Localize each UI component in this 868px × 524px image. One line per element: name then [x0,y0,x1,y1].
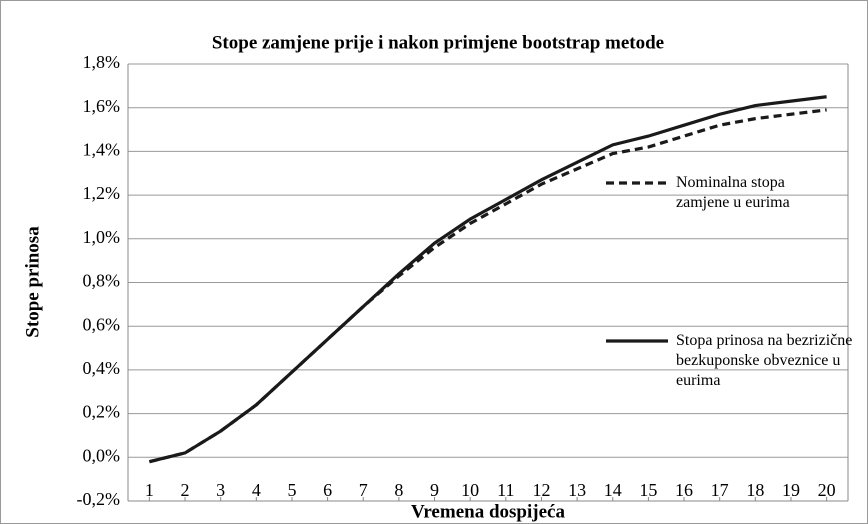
y-tick-label: 0,0% [83,445,121,465]
y-tick-label: 1,4% [83,140,121,160]
y-tick-label: -0,2% [77,489,121,509]
x-axis-label: Vremena dospijeća [411,501,565,522]
x-tick-label: 3 [216,480,225,500]
x-tick-label: 20 [818,480,836,500]
x-tick-label: 17 [711,480,729,500]
x-tick-label: 13 [568,480,586,500]
y-axis-label: Stope prinosa [22,226,43,338]
line-series [149,95,827,464]
x-tick-label: 11 [497,480,514,500]
x-tick-label: 6 [323,480,332,500]
x-tick-label: 16 [675,480,693,500]
x-tick-label: 2 [181,480,190,500]
y-tick-label: 0,6% [83,314,121,334]
y-tick-label: 0,8% [83,271,121,291]
legend-label: Nominalna stopa zamjene u eurima [676,174,790,211]
x-tick-label: 14 [604,480,622,500]
y-tick-label: 0,4% [83,358,121,378]
chart-title: Stope zamjene prije i nakon primjene boo… [212,32,664,53]
x-tick-label: 4 [252,480,261,500]
legend-label: Stopa prinosa na bezrizične bezkuponske … [676,332,853,389]
x-tick-label: 8 [394,480,403,500]
x-tick-label: 5 [287,480,296,500]
x-tick-label: 19 [782,480,800,500]
y-tick-label: 1,2% [83,183,121,203]
y-tick-label: 1,6% [83,96,121,116]
x-tick-label: 18 [746,480,764,500]
y-tick-label: 0,2% [83,402,121,422]
y-tick-label: 1,0% [83,227,121,247]
x-tick-label: 15 [639,480,657,500]
x-tick-label: 1 [145,480,154,500]
y-tick-label: 1,8% [83,52,121,72]
x-tick-label: 9 [430,480,439,500]
x-tick-label: 7 [359,480,368,500]
x-tick-label: 12 [532,480,550,500]
x-tick-label: 10 [461,480,479,500]
